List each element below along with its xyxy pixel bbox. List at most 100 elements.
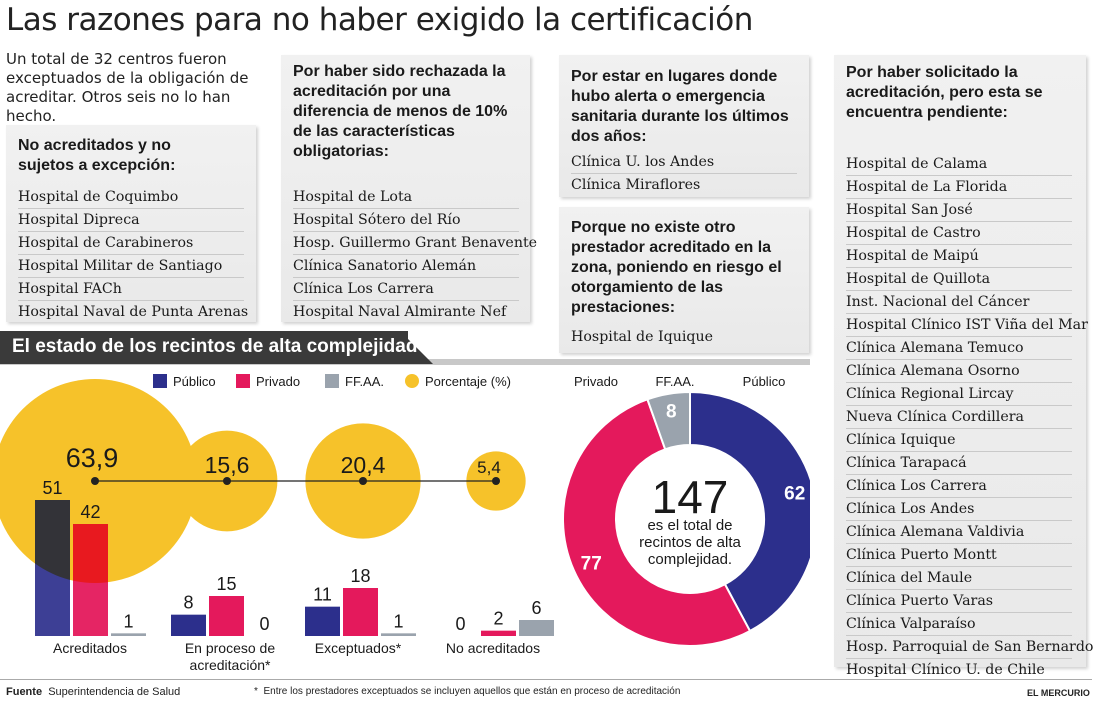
list-item: Clínica Sanatorio Alemán bbox=[293, 255, 519, 278]
list-item: Clínica Los Andes bbox=[846, 498, 1072, 521]
bar-value-label: 11 bbox=[313, 585, 332, 605]
list-item: Clínica U. los Andes bbox=[571, 151, 797, 174]
list-item: Clínica del Maule bbox=[846, 567, 1072, 590]
bar-privado bbox=[481, 630, 516, 636]
list-item: Hospital de Castro bbox=[846, 222, 1072, 245]
donut-center-text-line: es el total de bbox=[647, 517, 732, 534]
percentage-label: 63,9 bbox=[66, 443, 119, 473]
donut-outer-label: FF.AA. bbox=[655, 374, 694, 389]
list-item: Hospital FACh bbox=[18, 278, 244, 301]
percentage-dot bbox=[91, 477, 99, 485]
bar-value-label: 18 bbox=[350, 566, 370, 586]
legend-label: Público bbox=[173, 374, 216, 389]
list-item: Clínica Alemana Temuco bbox=[846, 337, 1072, 360]
list-item: Clínica Los Carrera bbox=[846, 475, 1072, 498]
list-item: Hosp. Guillermo Grant Benavente bbox=[293, 232, 537, 255]
percentage-label: 15,6 bbox=[205, 452, 250, 478]
donut-center-text-line: recintos de alta bbox=[639, 534, 741, 551]
group-heading: No acreditados y no sujetos a excepción: bbox=[18, 137, 176, 174]
donut-outer-label: Público bbox=[743, 374, 786, 389]
percentage-dot bbox=[492, 477, 500, 485]
list-item: Nueva Clínica Cordillera bbox=[846, 406, 1072, 429]
list-item: Clínica Regional Lircay bbox=[846, 383, 1072, 406]
section-header-bar bbox=[0, 331, 408, 364]
footer-source: Fuente Superintendencia de Salud bbox=[6, 686, 180, 698]
list-item: Clínica Puerto Varas bbox=[846, 590, 1072, 613]
list-item: Hospital de La Florida bbox=[846, 176, 1072, 199]
bar-value-label: 0 bbox=[455, 614, 465, 634]
list-item: Clínica Iquique bbox=[846, 429, 1072, 452]
bar-privado bbox=[343, 588, 378, 636]
group-box-sin-otro-prestador bbox=[559, 207, 809, 353]
category-label: No acreditados bbox=[446, 640, 540, 656]
legend-label: Privado bbox=[256, 374, 300, 389]
footer-brand: EL MERCURIO bbox=[1027, 688, 1090, 698]
list-item: Hospital Naval de Punta Arenas bbox=[18, 304, 249, 320]
category-label: Acreditados bbox=[53, 640, 127, 656]
category-label-line: En proceso de bbox=[185, 640, 275, 656]
bar-value-label: 0 bbox=[259, 614, 269, 634]
donut-outer-label: Privado bbox=[574, 374, 618, 389]
bar-ffaa bbox=[381, 633, 416, 636]
list-item: Clínica Tarapacá bbox=[846, 452, 1072, 475]
bar-publico bbox=[305, 606, 340, 636]
list-item: Clínica Alemana Valdivia bbox=[846, 521, 1072, 544]
list-item: Hospital de Carabineros bbox=[18, 232, 244, 255]
bar-overlay-privado bbox=[73, 524, 108, 583]
category-label: En proceso de acreditación* bbox=[185, 640, 275, 673]
category-label-line: acreditación* bbox=[190, 657, 271, 673]
donut-slice-ffaa bbox=[646, 390, 691, 451]
page-title: Las razones para no haber exigido la cer… bbox=[6, 2, 753, 38]
group-list: Hospital de Calama Hospital de La Florida… bbox=[846, 153, 1093, 681]
footer-source-value: Superintendencia de Salud bbox=[48, 686, 181, 698]
category-label: Exceptuados* bbox=[315, 640, 402, 656]
section-title: El estado de los recintos de alta comple… bbox=[12, 336, 418, 357]
list-item: Clínica Miraflores bbox=[571, 177, 701, 193]
list-item: Clínica Alemana Osorno bbox=[846, 360, 1072, 383]
list-item: Clínica Los Carrera bbox=[293, 278, 519, 301]
list-item: Hospital de Iquique bbox=[571, 329, 713, 345]
bar-value-label: 6 bbox=[531, 598, 541, 618]
bar-value-label: 8 bbox=[183, 593, 193, 613]
list-item: Hospital Dipreca bbox=[18, 209, 244, 232]
group-list: Hospital de Iquique bbox=[571, 326, 797, 348]
donut-center-text: es el total de recintos de alta complejida… bbox=[639, 517, 741, 568]
list-item: Inst. Nacional del Cáncer bbox=[846, 291, 1072, 314]
legend-swatch bbox=[153, 374, 167, 388]
bar-value-label: 2 bbox=[493, 609, 503, 629]
list-item: Hospital Naval Almirante Nef bbox=[293, 304, 507, 320]
list-item: Hospital de Quillota bbox=[846, 268, 1072, 291]
list-item: Hospital Clínico IST Viña del Mar bbox=[846, 314, 1088, 337]
legend-swatch bbox=[405, 374, 419, 388]
list-item: Hospital de Calama bbox=[846, 153, 1072, 176]
donut-slice-publico bbox=[689, 390, 810, 633]
group-heading: Porque no existe otro prestador acredita… bbox=[571, 219, 782, 316]
footer-note-mark: * bbox=[254, 686, 258, 697]
group-box-no-acreditados bbox=[6, 125, 256, 322]
group-heading: Por estar en lugares donde hubo alerta o… bbox=[571, 68, 789, 145]
bar-ffaa bbox=[519, 620, 554, 636]
bar-value-label: 51 bbox=[42, 478, 62, 498]
list-item: Hospital de Lota bbox=[293, 186, 519, 209]
group-heading: Por haber solicitado la acreditación, pe… bbox=[846, 64, 1043, 121]
bar-value-label: 1 bbox=[393, 611, 403, 631]
percentage-label: 20,4 bbox=[341, 452, 386, 478]
bar-ffaa bbox=[111, 633, 146, 636]
intro-text: Un total de 32 centros fueron exceptuado… bbox=[6, 50, 249, 125]
list-item: Clínica Valparaíso bbox=[846, 613, 1072, 636]
group-list: Hospital de Lota Hospital Sótero del Río H… bbox=[293, 186, 537, 323]
bar-publico bbox=[171, 614, 206, 636]
group-box-pendiente bbox=[834, 55, 1086, 667]
legend-swatch bbox=[325, 374, 339, 388]
bar-privado bbox=[209, 596, 244, 636]
list-item: Hospital Clínico U. de Chile bbox=[846, 662, 1045, 678]
group-list: Clínica U. los Andes Clínica Miraflores bbox=[571, 151, 797, 196]
donut-slice-value: 77 bbox=[581, 554, 602, 575]
list-item: Hospital de Coquimbo bbox=[18, 186, 244, 209]
legend-label: FF.AA. bbox=[345, 374, 384, 389]
list-item: Hosp. Parroquial de San Bernardo bbox=[846, 636, 1093, 659]
list-item: Hospital San José bbox=[846, 199, 1072, 222]
bar-value-label: 42 bbox=[80, 502, 100, 522]
list-item: Hospital Militar de Santiago bbox=[18, 255, 244, 278]
